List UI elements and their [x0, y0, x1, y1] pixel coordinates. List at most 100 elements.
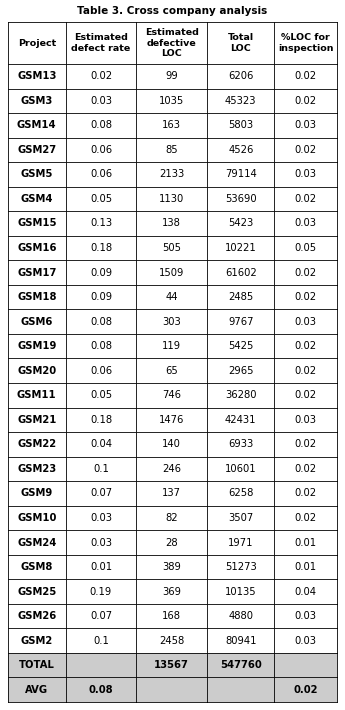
Text: GSM16: GSM16	[17, 243, 57, 253]
Text: 389: 389	[162, 562, 181, 572]
Text: 51273: 51273	[225, 562, 257, 572]
Text: GSM18: GSM18	[17, 292, 57, 302]
Text: 0.08: 0.08	[89, 684, 113, 694]
Text: 369: 369	[162, 586, 181, 596]
Text: 0.05: 0.05	[90, 391, 112, 400]
Text: 0.02: 0.02	[295, 439, 317, 449]
Text: 0.04: 0.04	[295, 586, 317, 596]
Text: 9767: 9767	[228, 317, 254, 327]
Text: 10221: 10221	[225, 243, 257, 253]
Text: 0.02: 0.02	[295, 194, 317, 204]
Text: 0.19: 0.19	[90, 586, 112, 596]
Text: 0.06: 0.06	[90, 170, 112, 180]
Text: GSM27: GSM27	[17, 145, 56, 155]
Text: Total
LOC: Total LOC	[228, 33, 254, 53]
Text: 13567: 13567	[154, 660, 189, 670]
Text: GSM10: GSM10	[17, 513, 57, 523]
Text: 0.03: 0.03	[295, 317, 317, 327]
Text: 85: 85	[165, 145, 178, 155]
Text: AVG: AVG	[25, 684, 48, 694]
Text: 0.02: 0.02	[295, 488, 317, 498]
Text: 0.02: 0.02	[295, 342, 317, 351]
Text: 5425: 5425	[228, 342, 254, 351]
Text: 0.01: 0.01	[90, 562, 112, 572]
Text: 0.02: 0.02	[295, 366, 317, 376]
Text: 3507: 3507	[228, 513, 253, 523]
Text: GSM26: GSM26	[17, 611, 57, 621]
Text: 0.03: 0.03	[90, 537, 112, 547]
Text: 0.03: 0.03	[90, 96, 112, 106]
Text: 1509: 1509	[159, 268, 184, 278]
Text: 61602: 61602	[225, 268, 257, 278]
Text: 2965: 2965	[228, 366, 254, 376]
Text: 79114: 79114	[225, 170, 257, 180]
Text: 0.07: 0.07	[90, 611, 112, 621]
Text: 0.02: 0.02	[295, 96, 317, 106]
Text: 119: 119	[162, 342, 181, 351]
Text: 0.04: 0.04	[90, 439, 112, 449]
Text: 0.08: 0.08	[90, 121, 112, 131]
Text: 0.02: 0.02	[295, 513, 317, 523]
Text: 137: 137	[162, 488, 181, 498]
Text: 0.07: 0.07	[90, 488, 112, 498]
Text: GSM4: GSM4	[21, 194, 53, 204]
Text: 0.02: 0.02	[294, 684, 318, 694]
Text: 6206: 6206	[228, 71, 254, 81]
Text: 28: 28	[165, 537, 178, 547]
Text: GSM11: GSM11	[17, 391, 57, 400]
Text: 0.03: 0.03	[295, 635, 317, 645]
Text: GSM17: GSM17	[17, 268, 57, 278]
Text: Project: Project	[18, 38, 56, 48]
Text: GSM21: GSM21	[17, 415, 57, 425]
Text: 0.08: 0.08	[90, 317, 112, 327]
Text: 99: 99	[165, 71, 178, 81]
Text: 168: 168	[162, 611, 181, 621]
Text: 746: 746	[162, 391, 181, 400]
Text: 0.03: 0.03	[90, 513, 112, 523]
Text: 0.03: 0.03	[295, 121, 317, 131]
Text: GSM24: GSM24	[17, 537, 57, 547]
Text: 1130: 1130	[159, 194, 184, 204]
Text: 505: 505	[162, 243, 181, 253]
Text: 0.18: 0.18	[90, 243, 112, 253]
Text: 1035: 1035	[159, 96, 184, 106]
Text: GSM23: GSM23	[17, 464, 56, 474]
Text: 1476: 1476	[159, 415, 184, 425]
Text: 0.09: 0.09	[90, 268, 112, 278]
Text: 0.03: 0.03	[295, 170, 317, 180]
Text: 5803: 5803	[228, 121, 253, 131]
Text: 0.02: 0.02	[295, 145, 317, 155]
Text: TOTAL: TOTAL	[19, 660, 55, 670]
Text: 45323: 45323	[225, 96, 257, 106]
Text: 163: 163	[162, 121, 181, 131]
Text: 0.03: 0.03	[295, 415, 317, 425]
Text: GSM13: GSM13	[17, 71, 57, 81]
Text: GSM15: GSM15	[17, 219, 57, 229]
Text: 44: 44	[165, 292, 178, 302]
Text: 0.01: 0.01	[295, 537, 317, 547]
Text: 53690: 53690	[225, 194, 257, 204]
Text: %LOC for
inspection: %LOC for inspection	[278, 33, 334, 53]
Text: GSM20: GSM20	[17, 366, 56, 376]
Text: 2458: 2458	[159, 635, 184, 645]
Text: GSM9: GSM9	[21, 488, 53, 498]
Text: 82: 82	[165, 513, 178, 523]
Text: 0.13: 0.13	[90, 219, 112, 229]
Text: 0.05: 0.05	[90, 194, 112, 204]
Text: GSM2: GSM2	[21, 635, 53, 645]
Text: 10601: 10601	[225, 464, 257, 474]
Text: 246: 246	[162, 464, 181, 474]
Text: 0.1: 0.1	[93, 464, 109, 474]
Text: 6258: 6258	[228, 488, 254, 498]
Text: GSM14: GSM14	[17, 121, 57, 131]
Text: 4880: 4880	[228, 611, 253, 621]
Text: GSM8: GSM8	[21, 562, 53, 572]
Text: 0.05: 0.05	[295, 243, 317, 253]
Text: 0.02: 0.02	[295, 268, 317, 278]
Text: 4526: 4526	[228, 145, 254, 155]
Text: Estimated
defective
LOC: Estimated defective LOC	[145, 28, 199, 58]
Text: GSM19: GSM19	[17, 342, 57, 351]
Text: 303: 303	[162, 317, 181, 327]
Text: 80941: 80941	[225, 635, 257, 645]
Text: 65: 65	[165, 366, 178, 376]
